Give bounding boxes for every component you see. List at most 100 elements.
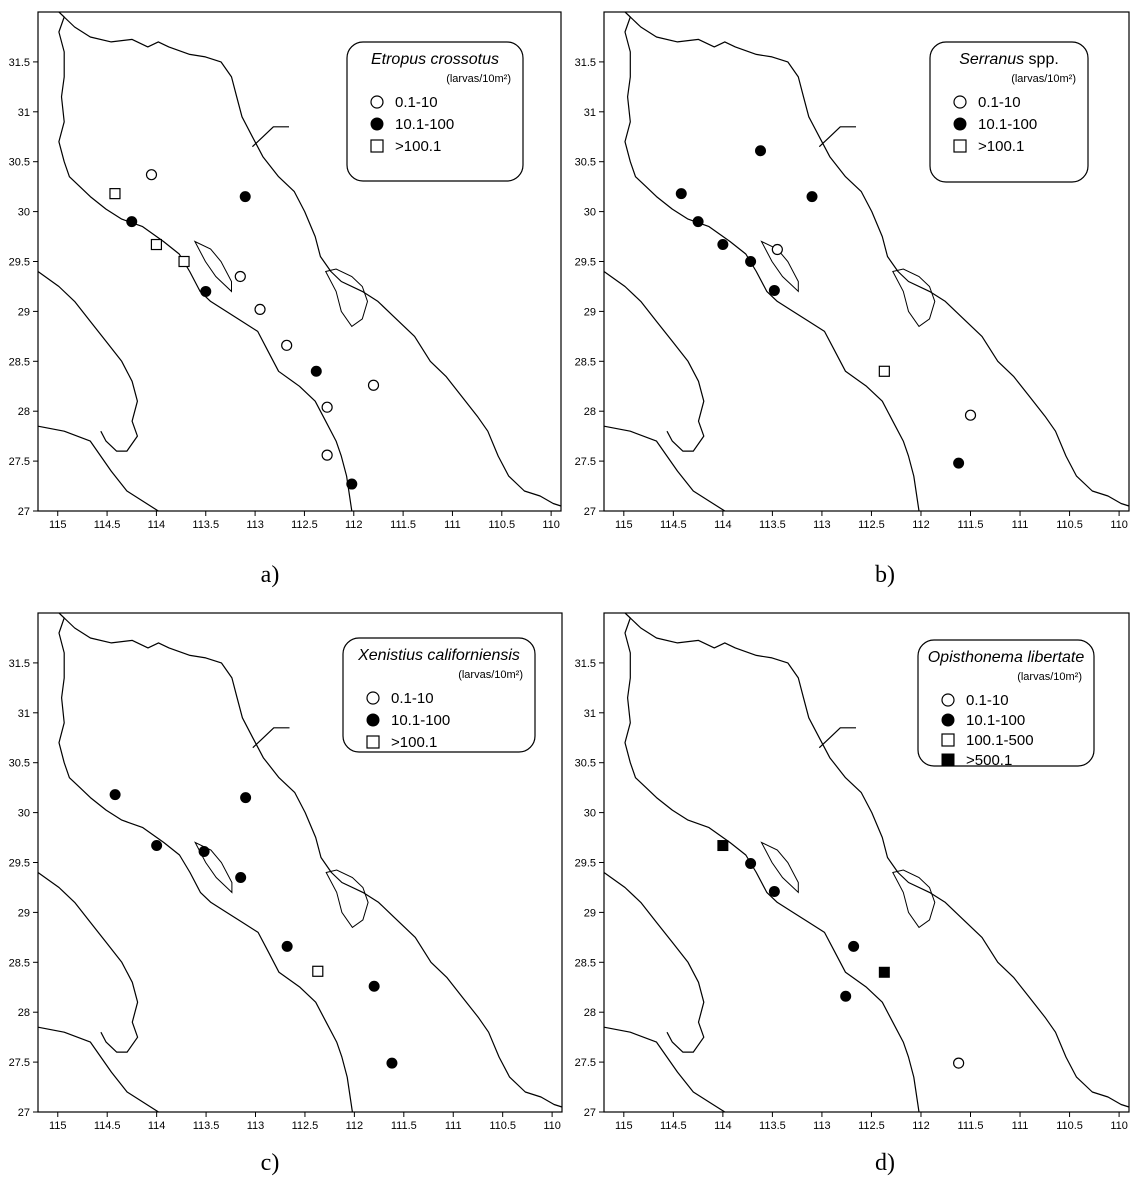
- coastline-west: [58, 11, 353, 512]
- panel-caption: d): [875, 1150, 895, 1176]
- x-tick-label: 111.5: [391, 1120, 417, 1132]
- y-tick-label: 30: [584, 808, 596, 820]
- legend-symbol: [953, 139, 967, 153]
- y-tick-label: 31.5: [575, 658, 596, 670]
- legend-label: 0.1-10: [391, 690, 434, 707]
- station-markers: [109, 169, 380, 490]
- x-tick-label: 110: [543, 1120, 561, 1132]
- x-tick-label: 114.5: [660, 1120, 687, 1132]
- y-tick-label: 29: [18, 306, 30, 318]
- y-tick-label: 29: [584, 907, 596, 919]
- legend: Etropus crossotus (larvas/10m²) 0.1-10 10.1…: [346, 41, 524, 182]
- x-tick-label: 111: [444, 519, 461, 531]
- station-marker: [109, 188, 121, 200]
- x-tick-label: 115: [49, 519, 67, 531]
- y-tick-label: 28.5: [575, 957, 596, 969]
- y-tick-label: 29.5: [9, 858, 30, 870]
- x-tick-label: 115: [615, 519, 633, 531]
- x-tick-label: 113.5: [759, 1120, 786, 1132]
- legend-label: 10.1-100: [395, 116, 454, 133]
- x-tick-label: 112.5: [858, 1120, 885, 1132]
- x-tick-label: 114.5: [94, 519, 121, 531]
- legend-units: (larvas/10m²): [446, 73, 511, 85]
- x-tick-label: 114: [714, 1120, 732, 1132]
- station-marker: [367, 379, 380, 391]
- legend-label: 100.1-500: [966, 732, 1034, 749]
- legend-label: 0.1-10: [978, 94, 1021, 111]
- station-marker: [281, 339, 293, 351]
- station-marker: [145, 169, 158, 181]
- legend-units: (larvas/10m²): [1011, 73, 1076, 85]
- station-marker: [126, 216, 138, 228]
- station-marker: [840, 990, 852, 1002]
- station-marker: [768, 885, 780, 897]
- river-delta-line: [818, 126, 856, 148]
- x-tick-label: 112: [346, 1120, 364, 1132]
- x-tick-label: 112: [345, 519, 363, 531]
- legend-title: Serranus spp.: [959, 51, 1059, 68]
- y-tick-label: 29.5: [575, 257, 596, 269]
- map-panel-c: 115 114.5 114 113.5 113 112.5 112 111.5 111 110.5…: [9, 612, 563, 1132]
- legend-title: Xenistius californiensis: [357, 647, 520, 664]
- x-tick-label: 115: [49, 1120, 67, 1132]
- legend-symbol: [370, 117, 384, 131]
- x-tick-label: 113.5: [759, 519, 786, 531]
- legend-symbol: [370, 95, 384, 109]
- y-tick-label: 28.5: [9, 356, 30, 368]
- x-tick-label: 113: [247, 1120, 265, 1132]
- station-marker: [239, 191, 251, 203]
- coastline-pacific: [37, 271, 138, 452]
- species-name: Xenistius californiensis: [357, 647, 520, 664]
- legend-box: [342, 637, 536, 753]
- coastline-east: [624, 612, 1130, 1108]
- y-tick-label: 30.5: [575, 758, 596, 770]
- coastline-pacific-south: [37, 425, 159, 512]
- legend-label: >100.1: [978, 138, 1024, 155]
- x-tick-label: 112.5: [291, 519, 318, 531]
- x-tick-label: 115: [615, 1120, 633, 1132]
- legend: Xenistius californiensis (larvas/10m²) 0.1…: [342, 637, 536, 753]
- legend-title: Opisthonema libertate: [928, 649, 1085, 666]
- x-tick-label: 111: [1012, 1120, 1029, 1132]
- y-tick-label: 28.5: [9, 957, 30, 969]
- station-marker: [953, 457, 965, 469]
- legend-symbol: [941, 693, 955, 707]
- legend-symbol: [953, 117, 967, 131]
- station-markers: [675, 145, 977, 469]
- island-elongated: [193, 240, 232, 293]
- legend-title: Etropus crossotus: [371, 51, 499, 68]
- station-marker: [717, 239, 729, 251]
- species-name: Opisthonema libertate: [928, 649, 1085, 666]
- y-tick-label: 27: [584, 506, 596, 518]
- y-tick-label: 30.5: [9, 758, 30, 770]
- y-tick-label: 29.5: [575, 858, 596, 870]
- legend-box: [346, 41, 524, 182]
- station-marker: [310, 365, 322, 377]
- coastline-pacific-south: [603, 1026, 726, 1113]
- station-marker: [745, 256, 757, 267]
- station-marker: [755, 145, 767, 157]
- y-tick-label: 30: [18, 808, 30, 820]
- y-tick-label: 30: [18, 207, 30, 219]
- legend: Opisthonema libertate (larvas/10m²) 0.1-10…: [917, 639, 1095, 769]
- station-marker: [178, 255, 190, 268]
- station-marker: [240, 792, 252, 804]
- legend-symbol: [366, 713, 380, 727]
- coastline-layer: [37, 612, 563, 1113]
- station-marker: [321, 449, 333, 461]
- y-tick-label: 31: [584, 708, 596, 720]
- station-marker: [235, 871, 247, 883]
- y-tick-label: 30: [584, 207, 596, 219]
- station-marker: [346, 478, 358, 490]
- x-tick-label: 110.5: [489, 1120, 516, 1132]
- legend-units: (larvas/10m²): [1017, 671, 1082, 683]
- legend-symbol: [366, 691, 380, 705]
- y-tick-label: 27: [584, 1107, 596, 1119]
- coastline-layer: [603, 612, 1130, 1113]
- station-marker: [312, 965, 324, 977]
- island-large: [892, 268, 936, 328]
- legend-label: 10.1-100: [966, 712, 1025, 729]
- x-tick-label: 112: [912, 1120, 930, 1132]
- legend-label: >500.1: [966, 752, 1012, 769]
- legend-symbol: [366, 735, 380, 749]
